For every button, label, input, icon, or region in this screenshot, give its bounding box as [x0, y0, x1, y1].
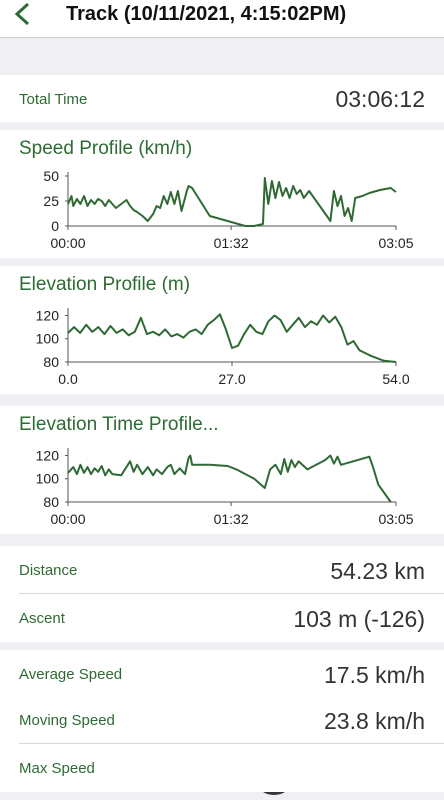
- x-tick-label: 01:32: [214, 235, 249, 251]
- stat-row: Moving Speed 23.8 km/h: [0, 696, 444, 744]
- x-tick-label: 00:00: [50, 511, 85, 527]
- chart-card: Elevation Profile (m) 80 100 120 0.0 27.0 54.0: [0, 266, 444, 394]
- y-tick-label: 120: [36, 447, 60, 463]
- stat-row: Ascent 103 m (-126): [0, 594, 444, 642]
- y-tick-label: 100: [36, 331, 60, 347]
- row-label: Total Time: [19, 91, 88, 108]
- x-tick-label: 03:05: [378, 511, 413, 527]
- stat-value: 17.5 km/h: [324, 662, 425, 688]
- stat-row: Distance 54.23 km: [0, 546, 444, 594]
- stat-row: Average Speed 17.5 km/h: [0, 650, 444, 698]
- chart-title: Speed Profile (km/h): [19, 138, 193, 159]
- y-tick-label: 80: [43, 354, 59, 370]
- data-line: [67, 454, 392, 503]
- row-value: 03:06:12: [335, 86, 425, 112]
- y-tick-label: 100: [36, 471, 60, 487]
- stat-value: 103 m (-126): [293, 606, 425, 632]
- chart: 0 25 50 00:00 01:32 03:05: [43, 168, 413, 251]
- chart: 80 100 120 0.0 27.0 54.0: [36, 307, 410, 387]
- x-tick-label: 01:32: [214, 511, 249, 527]
- data-line: [67, 177, 397, 227]
- total-time-row: Total Time 03:06:12: [0, 75, 444, 122]
- x-tick-label: 00:00: [50, 235, 85, 251]
- stat-label: Ascent: [19, 610, 65, 627]
- stat-label: Moving Speed: [19, 712, 115, 729]
- y-tick-label: 0: [51, 218, 59, 234]
- data-line: [67, 313, 397, 363]
- x-tick-label: 0.0: [58, 371, 78, 387]
- chart-card: Elevation Time Profile... 80 100 120 00:00 01…: [0, 406, 444, 534]
- x-tick-label: 54.0: [382, 371, 409, 387]
- stat-label: Max Speed: [19, 760, 95, 777]
- chart-title: Elevation Profile (m): [19, 274, 191, 295]
- separator: [19, 593, 444, 594]
- chart-title: Elevation Time Profile...: [19, 414, 219, 435]
- y-tick-label: 80: [43, 494, 59, 510]
- back-button[interactable]: [8, 0, 38, 36]
- y-tick-label: 120: [36, 307, 60, 323]
- x-tick-label: 03:05: [378, 235, 413, 251]
- nav-title: Track (10/11/2021, 4:15:02PM): [66, 3, 347, 25]
- nav-bar: Track (10/11/2021, 4:15:02PM): [0, 0, 444, 38]
- stat-row: Max Speed: [0, 744, 444, 792]
- stat-label: Average Speed: [19, 666, 123, 683]
- chart: 80 100 120 00:00 01:32 03:05: [36, 447, 414, 527]
- stat-label: Distance: [19, 562, 78, 579]
- stat-value: 23.8 km/h: [324, 708, 425, 734]
- separator: [19, 743, 444, 744]
- x-tick-label: 27.0: [218, 371, 245, 387]
- y-tick-label: 50: [43, 168, 59, 184]
- chart-card: Speed Profile (km/h) 0 25 50 00:00 01:32 03:05: [0, 130, 444, 258]
- y-tick-label: 25: [43, 193, 59, 209]
- stat-value: 54.23 km: [330, 558, 425, 584]
